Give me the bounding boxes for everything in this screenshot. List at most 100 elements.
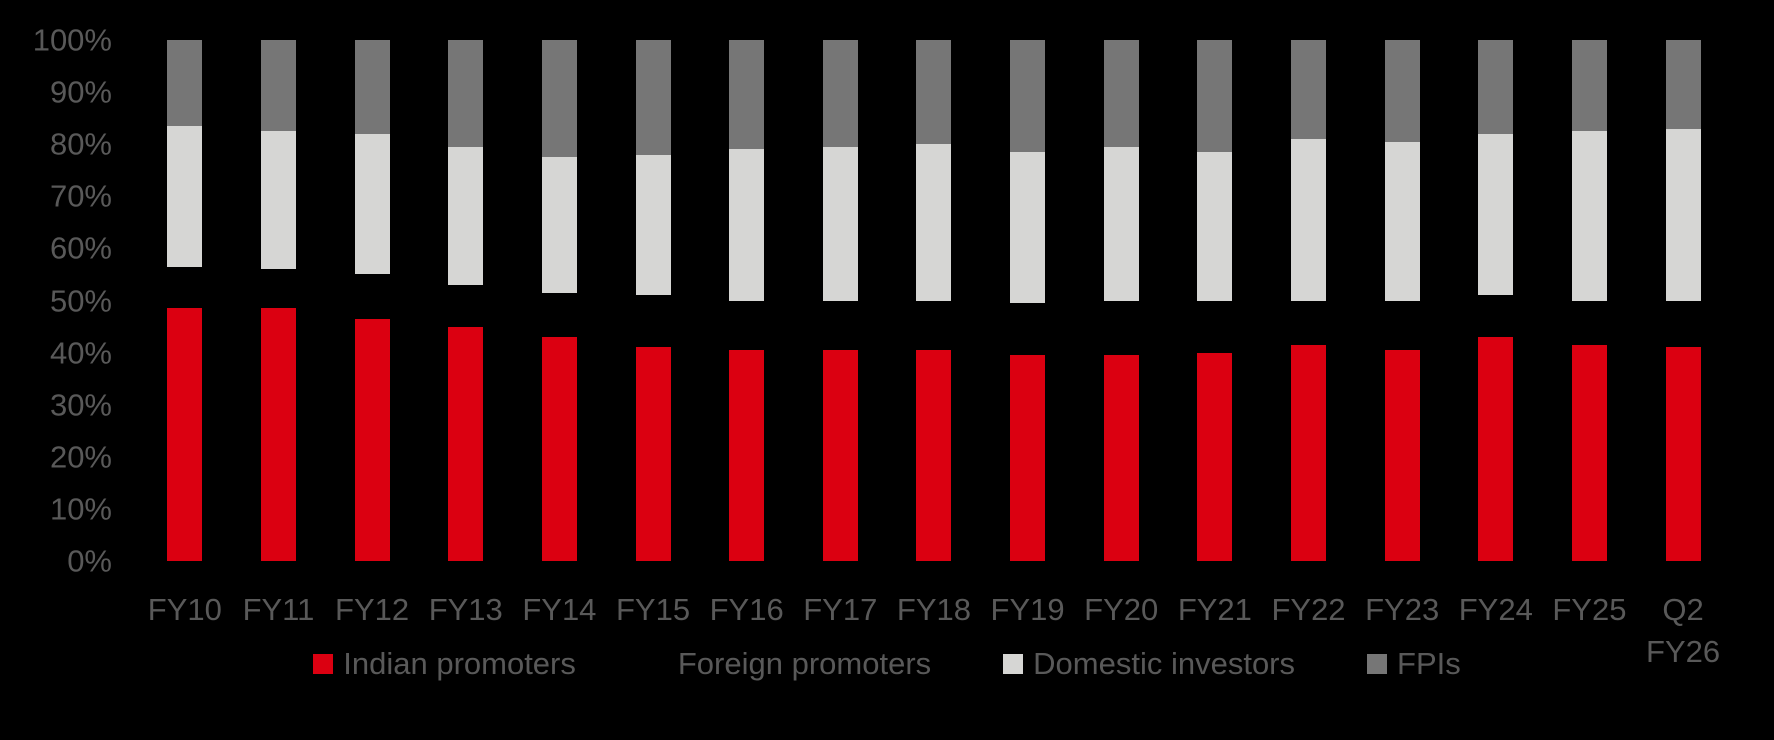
bar-segment-domestic-investors-fy17 — [822, 146, 858, 301]
bar-segment-fpis-fy17 — [822, 40, 858, 147]
bar-segment-foreign-promoters-fy16 — [729, 300, 765, 350]
legend-item-fpis: FPIs — [1367, 646, 1461, 682]
legend-swatch-foreign-promoters — [647, 654, 668, 674]
bar-segment-foreign-promoters-fy22 — [1291, 300, 1326, 345]
bar-segment-foreign-promoters-fy19 — [1010, 303, 1046, 356]
bar-segment-indian-promoters-fy22 — [1291, 344, 1326, 561]
bar-fy23 — [1355, 40, 1449, 561]
x-axis-label-fy12: FY12 — [335, 592, 410, 627]
bar-segment-foreign-promoters-fy18 — [916, 300, 952, 350]
bar-segment-fpis-fy24 — [1478, 40, 1514, 134]
bar-fy22 — [1262, 40, 1356, 561]
bar-segment-indian-promoters-fy17 — [822, 350, 858, 561]
x-axis: FY10 FY11 FY12 FY13 FY14 FY15 FY16 FY17 FY18 FY19… — [138, 589, 1730, 673]
y-axis: 0% 10% 20% 30% 40% 50% 60% 70% 80% 90% 100% — [0, 25, 112, 577]
bar-segment-indian-promoters-fy21 — [1197, 352, 1233, 561]
bar-segment-domestic-investors-fy18 — [916, 144, 952, 301]
bar-fy13 — [419, 40, 513, 561]
bar-segment-fpis-fy12 — [354, 40, 390, 134]
bar-segment-fpis-q2-fy26 — [1665, 40, 1701, 129]
legend-swatch-fpis — [1367, 654, 1388, 674]
x-axis-label-fy11: FY11 — [242, 592, 315, 627]
bar-fy17 — [793, 40, 887, 561]
x-axis-label-fy19: FY19 — [990, 592, 1065, 627]
bar-segment-fpis-fy20 — [1103, 40, 1139, 147]
bar-segment-fpis-fy18 — [916, 40, 952, 145]
bar-segment-foreign-promoters-fy20 — [1103, 300, 1139, 356]
bar-q2-fy26 — [1636, 40, 1730, 561]
bar-segment-indian-promoters-fy19 — [1010, 355, 1046, 561]
legend-item-foreign-promoters: Foreign promoters — [647, 646, 932, 682]
legend: Indian promoters Foreign promoters Domesti… — [0, 646, 1774, 682]
bar-fy21 — [1168, 40, 1262, 561]
bar-segment-foreign-promoters-fy21 — [1197, 300, 1233, 353]
bar-segment-domestic-investors-fy20 — [1103, 146, 1139, 301]
bar-segment-foreign-promoters-fy14 — [541, 292, 577, 337]
bar-segment-fpis-fy19 — [1010, 40, 1046, 153]
bar-segment-fpis-fy11 — [260, 40, 296, 132]
bar-segment-domestic-investors-fy15 — [635, 154, 671, 296]
bar-segment-indian-promoters-fy13 — [448, 326, 484, 561]
x-axis-label-fy16: FY16 — [709, 592, 784, 627]
bar-segment-domestic-investors-fy14 — [541, 157, 577, 293]
bar-fy12 — [325, 40, 419, 561]
x-axis-label-fy15: FY15 — [615, 592, 691, 627]
bar-segment-domestic-investors-fy16 — [729, 149, 765, 301]
bar-fy14 — [513, 40, 607, 561]
bar-segment-fpis-fy25 — [1571, 40, 1607, 132]
bar-segment-domestic-investors-fy11 — [260, 131, 296, 270]
bar-fy11 — [232, 40, 326, 561]
y-tick-label-100: 100% — [32, 22, 112, 58]
bar-segment-fpis-fy10 — [167, 40, 203, 126]
y-tick-label-70: 70% — [49, 178, 112, 214]
bar-segment-domestic-investors-fy24 — [1478, 133, 1514, 296]
x-axis-label-fy22: FY22 — [1271, 592, 1346, 627]
bar-fy10 — [138, 40, 232, 561]
bar-fy18 — [887, 40, 981, 561]
bar-segment-domestic-investors-q2-fy26 — [1665, 128, 1701, 301]
bar-segment-indian-promoters-fy23 — [1384, 350, 1420, 561]
plot-area — [138, 40, 1730, 561]
x-axis-label-fy21: FY21 — [1177, 592, 1252, 627]
x-axis-label-fy20: FY20 — [1084, 592, 1159, 627]
bar-fy15 — [606, 40, 700, 561]
y-tick-label-0: 0% — [67, 543, 112, 579]
bar-segment-domestic-investors-fy25 — [1571, 131, 1607, 301]
bar-segment-domestic-investors-fy23 — [1384, 141, 1420, 301]
bar-segment-fpis-fy21 — [1197, 40, 1233, 153]
y-tick-label-60: 60% — [49, 230, 112, 266]
bar-segment-indian-promoters-fy20 — [1103, 355, 1139, 561]
bar-segment-domestic-investors-fy10 — [167, 126, 203, 267]
bar-segment-indian-promoters-fy10 — [167, 308, 203, 561]
bar-segment-foreign-promoters-fy24 — [1478, 295, 1514, 337]
bar-segment-fpis-fy23 — [1384, 40, 1420, 142]
bar-segment-indian-promoters-fy25 — [1571, 344, 1607, 561]
bar-segment-domestic-investors-fy21 — [1197, 152, 1233, 301]
bar-segment-indian-promoters-fy16 — [729, 350, 765, 561]
legend-label-foreign-promoters: Foreign promoters — [677, 646, 932, 681]
bar-segment-domestic-investors-fy13 — [448, 146, 484, 285]
bar-segment-domestic-investors-fy12 — [354, 133, 390, 275]
bar-segment-fpis-fy22 — [1291, 40, 1326, 140]
legend-item-indian-promoters: Indian promoters — [313, 646, 576, 682]
bar-segment-indian-promoters-fy11 — [260, 308, 296, 561]
bar-fy20 — [1074, 40, 1168, 561]
bar-segment-foreign-promoters-fy23 — [1384, 300, 1420, 350]
legend-item-domestic-investors: Domestic investors — [1003, 646, 1295, 682]
bar-fy19 — [981, 40, 1075, 561]
bar-segment-fpis-fy14 — [541, 40, 577, 158]
x-axis-label-q2-fy26: Q2 FY26 — [1646, 592, 1721, 669]
legend-swatch-indian-promoters — [313, 654, 334, 674]
bar-segment-indian-promoters-fy14 — [541, 336, 577, 561]
legend-swatch-domestic-investors — [1003, 654, 1024, 674]
bar-fy16 — [700, 40, 794, 561]
bar-segment-domestic-investors-fy19 — [1010, 152, 1046, 304]
bar-segment-foreign-promoters-fy12 — [354, 274, 390, 319]
bar-segment-foreign-promoters-fy11 — [260, 269, 296, 309]
x-axis-label-fy25: FY25 — [1552, 592, 1627, 627]
y-tick-label-20: 20% — [49, 439, 112, 475]
x-axis-label-fy10: FY10 — [147, 592, 222, 627]
x-axis-label-fy13: FY13 — [428, 592, 503, 627]
x-axis-label-fy18: FY18 — [896, 592, 971, 627]
y-tick-label-50: 50% — [49, 283, 112, 318]
